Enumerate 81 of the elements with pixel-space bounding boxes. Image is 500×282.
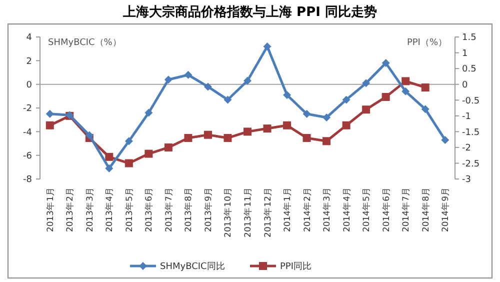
x-tick-label: 2013年2月: [64, 187, 76, 232]
y2-tick-label: -2.5: [462, 159, 480, 170]
y2-tick-label: -1: [462, 112, 471, 122]
point: [204, 130, 212, 139]
point: [105, 164, 114, 172]
x-tick-label: 2013年11月: [242, 187, 254, 238]
point: [263, 124, 272, 133]
y2-tick-label: 1: [462, 48, 468, 59]
point: [244, 76, 252, 85]
x-tick-label: 2013年6月: [144, 187, 155, 232]
x-tick-label: 2014年6月: [380, 187, 392, 232]
y-tick-label: -8: [23, 175, 32, 186]
point: [302, 110, 311, 118]
point: [283, 90, 292, 99]
x-tick-label: 2014年9月: [440, 187, 452, 232]
x-tick-label: 2013年12月: [262, 187, 274, 238]
y-tick-label: -2: [23, 104, 32, 114]
x-tick-label: 2014年1月: [282, 187, 294, 232]
y-axis-title: SHMyBCIC（%）: [48, 38, 122, 48]
legend-label: PPI同比: [280, 261, 312, 272]
point: [402, 77, 410, 86]
point: [342, 96, 350, 104]
point: [421, 83, 430, 92]
point: [283, 121, 292, 130]
x-tick-label: 2013年5月: [124, 187, 135, 232]
point: [302, 134, 311, 142]
x-tick-label: 2013年4月: [104, 187, 116, 232]
point: [362, 106, 370, 114]
x-tick-label: 2014年5月: [361, 187, 372, 232]
point: [322, 113, 331, 122]
point: [184, 134, 192, 142]
y-tick-label: 2: [26, 56, 32, 67]
point: [382, 92, 390, 101]
point: [402, 87, 410, 96]
point: [105, 152, 114, 161]
x-tick-label: 2014年7月: [400, 187, 412, 232]
y2-tick-label: 1.5: [462, 33, 476, 44]
x-tick-label: 2013年10月: [222, 187, 234, 238]
legend-label: SHMyBCIC同比: [160, 261, 225, 272]
point: [124, 137, 133, 146]
y2-tick-label: -2: [462, 144, 471, 154]
point: [224, 134, 232, 142]
y2-tick-label: -1.5: [462, 128, 480, 138]
chart-title: 上海大宗商品价格指数与上海 PPI 同比走势: [122, 4, 377, 20]
point: [342, 121, 350, 130]
point: [441, 136, 450, 144]
point: [184, 70, 192, 79]
point: [421, 105, 430, 114]
y-tick-label: -6: [23, 151, 32, 162]
x-tick-label: 2014年3月: [322, 187, 333, 232]
x-tick-label: 2014年8月: [420, 187, 432, 232]
y-tick-label: 4: [26, 33, 32, 44]
x-tick-label: 2013年7月: [163, 187, 174, 232]
point: [144, 150, 153, 158]
y2-tick-label: -0.5: [462, 96, 480, 106]
y2-tick-label: 0: [462, 80, 468, 90]
point: [204, 82, 212, 91]
point: [322, 137, 331, 146]
x-tick-label: 2013年9月: [202, 187, 214, 232]
point: [46, 110, 54, 118]
y2-tick-label: -3: [462, 175, 471, 186]
point: [382, 59, 390, 68]
y-tick-label: 0: [26, 80, 32, 90]
x-tick-label: 2013年8月: [183, 187, 194, 232]
point: [362, 79, 370, 88]
point: [164, 143, 172, 152]
point: [224, 96, 232, 104]
point: [85, 131, 94, 140]
y2-tick-label: 0.5: [462, 64, 476, 75]
x-tick-label: 2014年4月: [341, 187, 352, 232]
x-tick-label: 2013年1月: [44, 187, 56, 232]
point: [164, 76, 172, 84]
point: [263, 42, 272, 50]
point: [144, 108, 153, 117]
y-tick-label: -4: [23, 128, 32, 138]
y2-axis-title: PPI（%）: [406, 38, 447, 48]
point: [244, 128, 252, 136]
point: [46, 121, 54, 130]
x-tick-label: 2014年2月: [302, 187, 313, 232]
x-tick-label: 2013年3月: [84, 187, 96, 232]
point: [124, 159, 133, 168]
